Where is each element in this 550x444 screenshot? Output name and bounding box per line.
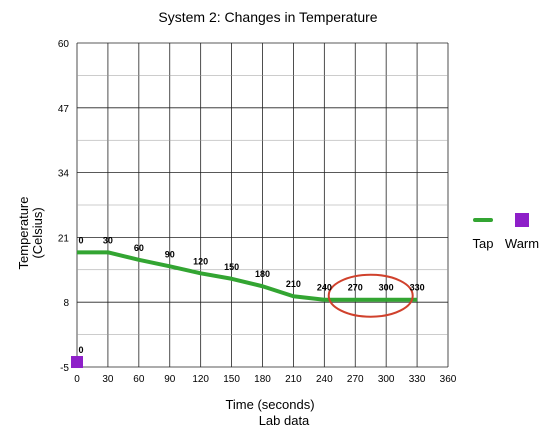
x-tick-label: 300 <box>378 374 395 385</box>
tap-point-label: 270 <box>348 283 363 293</box>
warm-point-label: 0 <box>78 345 83 355</box>
tap-point-label: 30 <box>103 235 113 245</box>
tap-point-label: 300 <box>379 283 394 293</box>
warm-legend-swatch <box>515 213 529 227</box>
warm-legend-label: Warm <box>505 236 539 251</box>
tap-point-label: 180 <box>255 269 270 279</box>
tap-point-label: 210 <box>286 279 301 289</box>
plot-labels: 0 30 60 90 120 150 180 210 240 270 300 330 0 <box>78 235 424 355</box>
y-axis-label: Temperature <box>16 197 31 270</box>
x-tick-label: 150 <box>223 374 240 385</box>
chart-caption: Lab data <box>259 413 310 428</box>
y-tick-label: 34 <box>58 169 70 180</box>
highlight-ellipse <box>327 273 414 318</box>
y-tick-label: 21 <box>58 233 70 244</box>
tap-point-label: 90 <box>165 249 175 259</box>
plot-series <box>71 250 418 369</box>
tap-point-label: 60 <box>134 243 144 253</box>
tap-point-label: 0 <box>78 235 83 245</box>
x-tick-label: 0 <box>74 374 80 385</box>
y-tick-label: 8 <box>63 298 69 309</box>
tap-point-label: 150 <box>224 262 239 272</box>
y-tick-label: -5 <box>60 363 69 374</box>
warm-series-point <box>71 356 83 369</box>
y-tick-label: 60 <box>58 39 70 50</box>
tap-point-label: 120 <box>193 256 208 266</box>
x-axis-label: Time (seconds) <box>225 397 314 412</box>
x-tick-label: 210 <box>285 374 302 385</box>
y-tick-label: 47 <box>58 104 70 115</box>
chart-legend: Tap Warm <box>473 213 539 251</box>
tap-point-label: 330 <box>410 283 425 293</box>
plot-axes: 0 30 60 90 120 150 180 210 240 270 300 330 360604734… <box>58 39 457 385</box>
x-tick-label: 270 <box>347 374 364 385</box>
x-tick-label: 240 <box>316 374 333 385</box>
x-tick-label: 360 <box>440 374 457 385</box>
x-tick-label: 60 <box>133 374 145 385</box>
tap-point-label: 240 <box>317 283 332 293</box>
x-tick-label: 330 <box>409 374 426 385</box>
x-tick-label: 30 <box>102 374 114 385</box>
tap-legend-label: Tap <box>473 236 494 251</box>
x-tick-label: 90 <box>164 374 176 385</box>
tap-series-line <box>77 250 418 302</box>
plot-grid <box>76 42 449 368</box>
x-tick-label: 180 <box>254 374 271 385</box>
y-axis-label-unit: (Celsius) <box>30 207 45 258</box>
x-tick-label: 120 <box>192 374 209 385</box>
chart-title: System 2: Changes in Temperature <box>158 9 377 25</box>
